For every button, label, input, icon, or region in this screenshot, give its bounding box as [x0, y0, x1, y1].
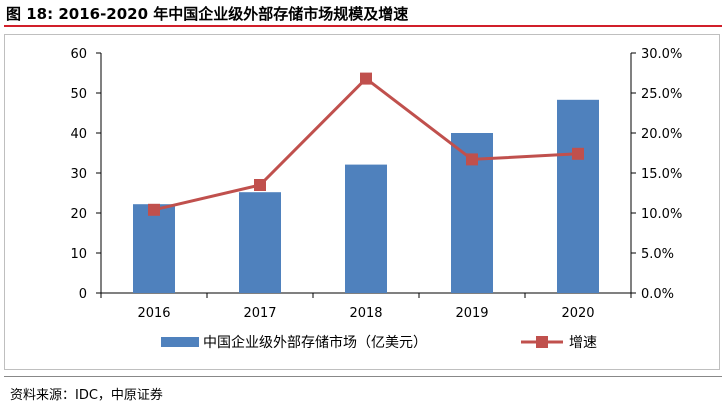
x-tick-label: 2020 [561, 306, 594, 321]
line-marker [466, 153, 478, 166]
y-tick-label: 20 [70, 207, 87, 222]
bar [239, 192, 281, 293]
y2-tick-label: 5.0% [641, 247, 674, 262]
y-tick-label: 40 [70, 127, 87, 142]
y2-tick-label: 15.0% [641, 167, 682, 182]
line-marker [254, 179, 266, 191]
y-tick-label: 0 [79, 287, 87, 302]
bar [133, 204, 175, 293]
y2-tick-label: 25.0% [641, 87, 682, 102]
line-marker [572, 147, 584, 160]
x-tick-label: 2018 [349, 306, 382, 321]
y2-tick-label: 20.0% [641, 127, 682, 142]
chart-title: 图 18: 2016-2020 年中国企业级外部存储市场规模及增速 [6, 5, 409, 23]
legend-label-bar: 中国企业级外部存储市场（亿美元） [203, 334, 427, 351]
source-divider [4, 376, 722, 377]
x-tick-label: 2017 [243, 306, 276, 321]
line-marker [360, 72, 372, 85]
combo-chart: 0 10 20 30 40 50 60 0.0% 5.0% 10.0% 15.0% 20.0% 25.0… [70, 47, 682, 351]
chart-frame: 0 10 20 30 40 50 60 0.0% 5.0% 10.0% 15.0% 20.0% 25.0… [4, 34, 720, 370]
y-tick-label: 60 [70, 47, 87, 62]
y2-tick-label: 30.0% [641, 47, 682, 62]
bar [557, 99, 599, 293]
legend-swatch-bar [161, 337, 199, 347]
bar [345, 164, 387, 293]
line-marker [148, 203, 160, 216]
y-tick-label: 50 [70, 87, 87, 102]
source-note: 资料来源：IDC，中原证券 [10, 388, 163, 403]
legend-label-line: 增速 [569, 335, 597, 351]
y-tick-label: 10 [70, 247, 87, 262]
x-tick-label: 2019 [455, 306, 488, 321]
x-tick-label: 2016 [137, 306, 170, 321]
y2-tick-label: 10.0% [641, 207, 682, 222]
y-tick-label: 30 [70, 167, 87, 182]
legend-swatch-marker [536, 336, 548, 348]
title-divider [4, 25, 722, 27]
y2-tick-label: 0.0% [641, 287, 674, 302]
